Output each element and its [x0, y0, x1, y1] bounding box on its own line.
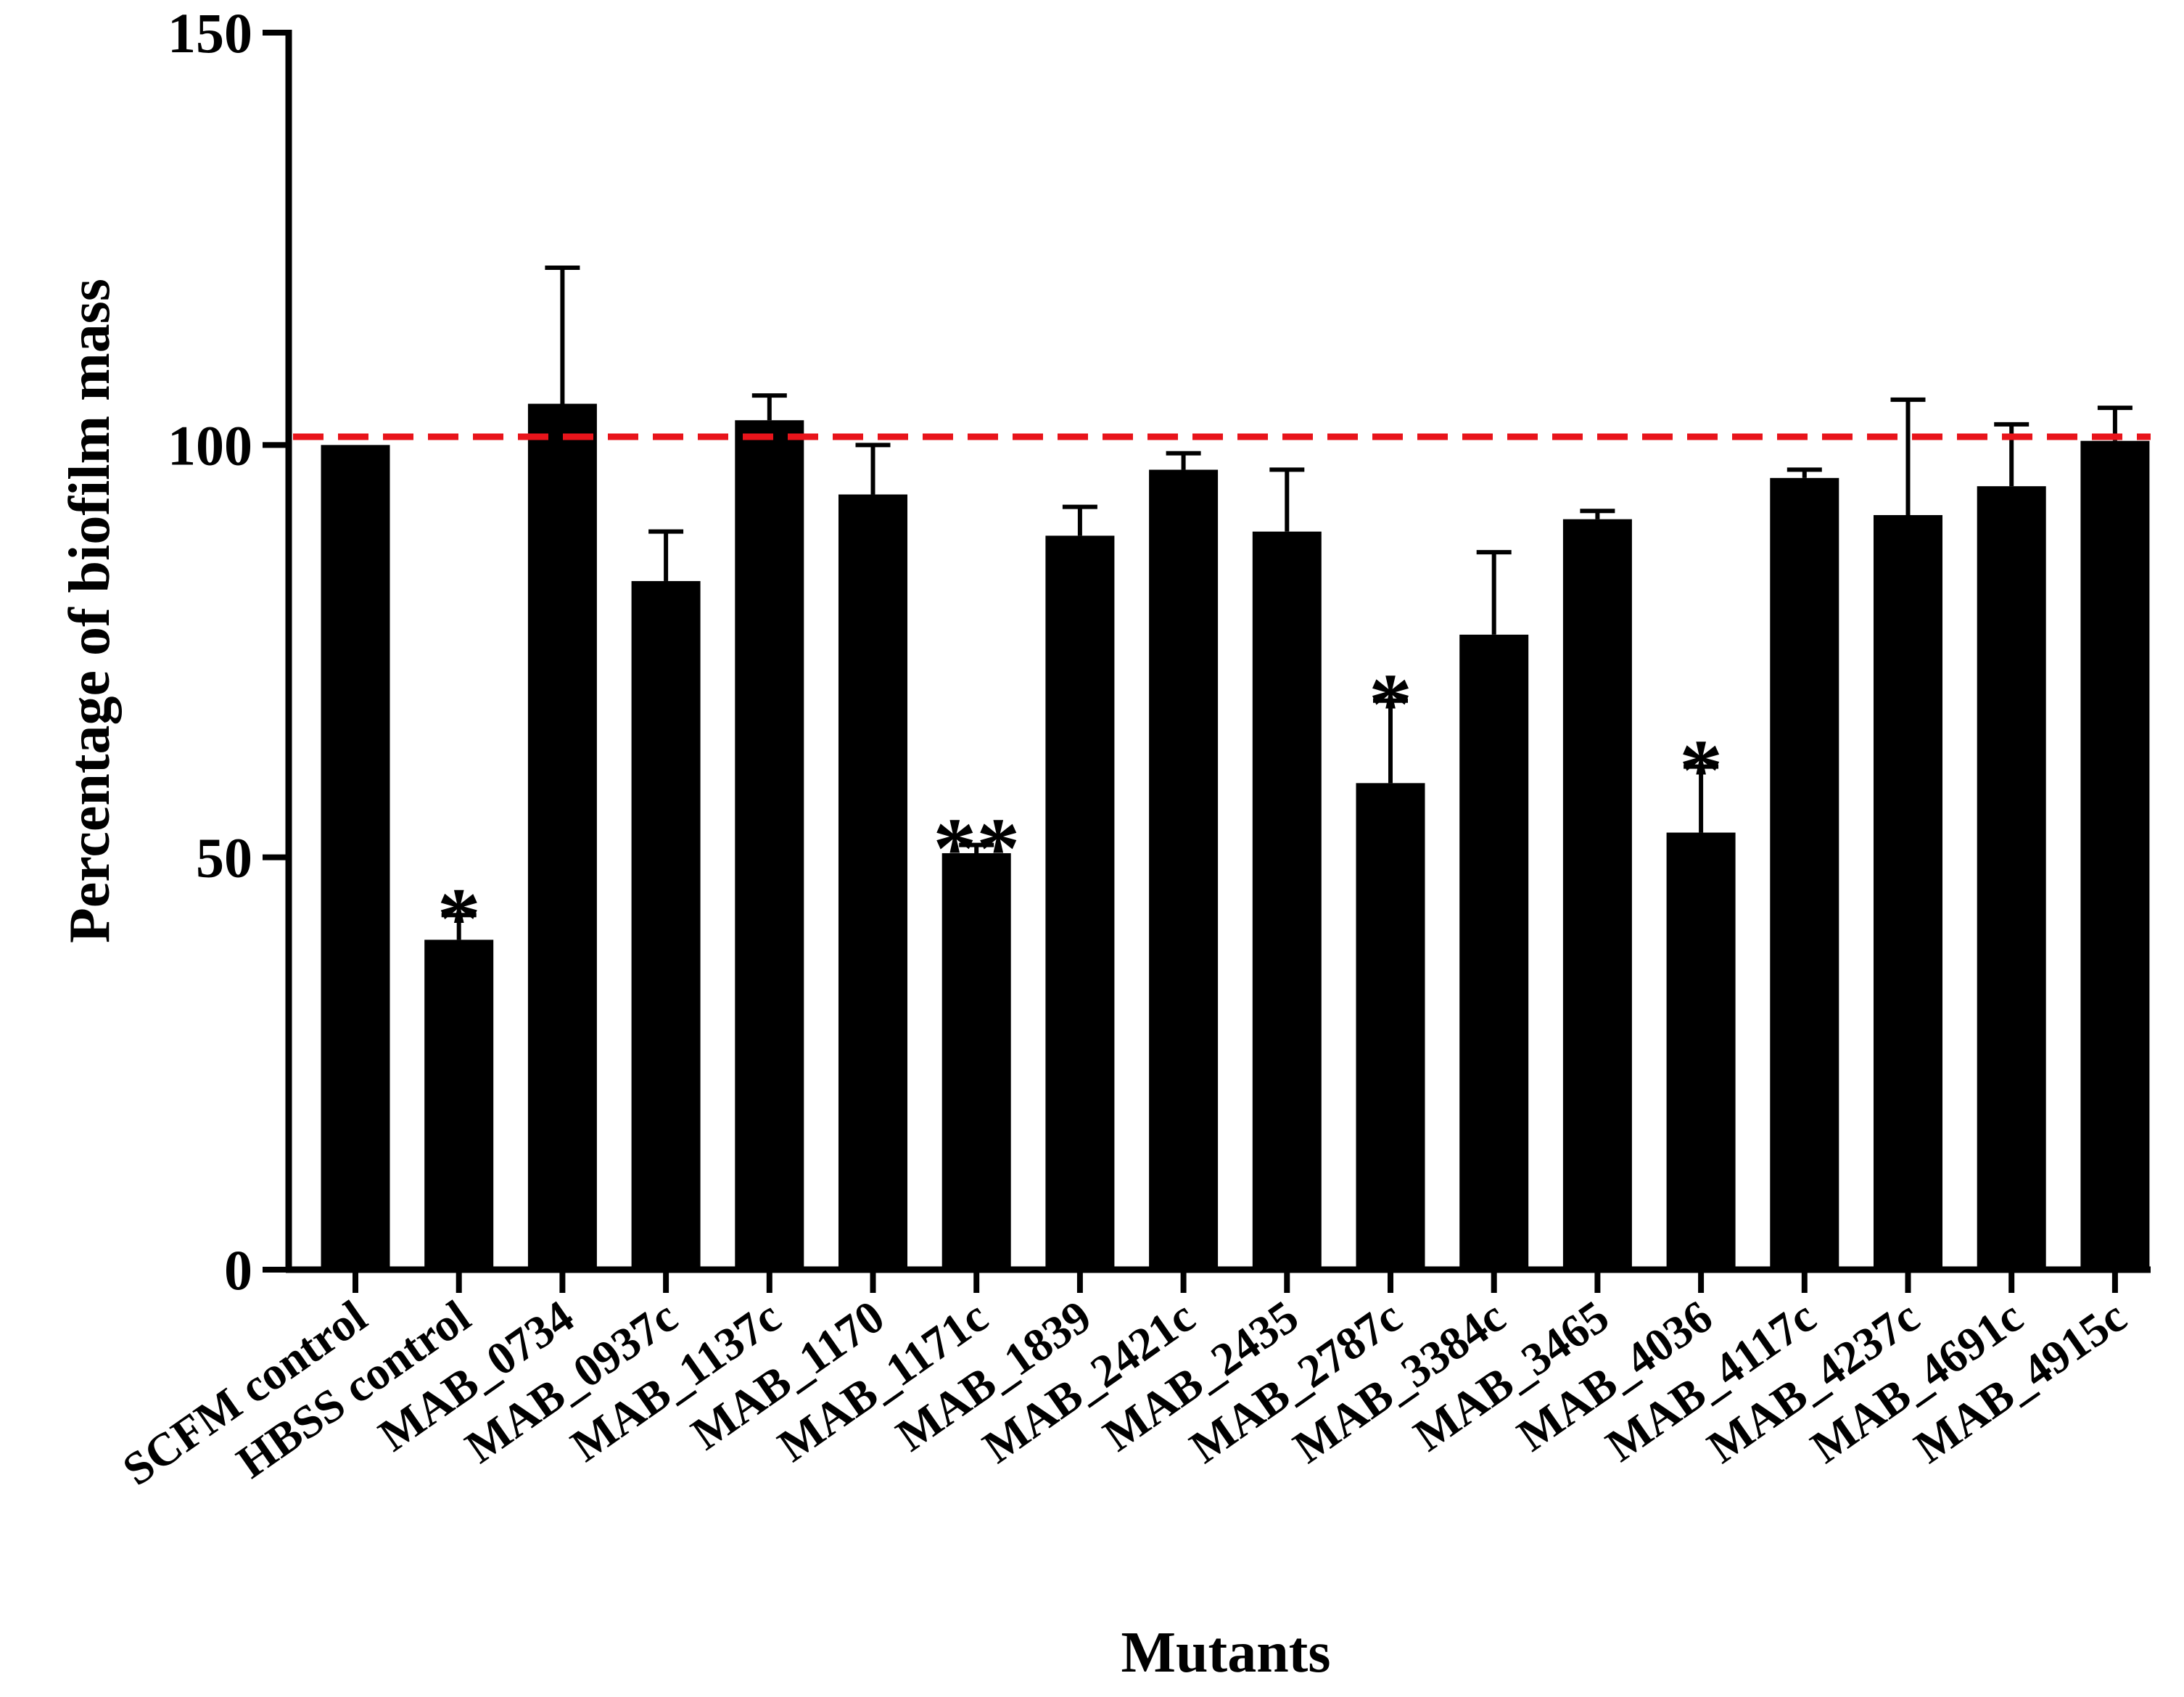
bar [424, 940, 494, 1270]
y-tick-label: 50 [196, 826, 252, 889]
bar [631, 580, 701, 1270]
bar [1045, 535, 1115, 1270]
bar [321, 445, 390, 1270]
bar [1977, 486, 2046, 1270]
bar [1356, 783, 1425, 1270]
bar [2080, 440, 2150, 1270]
bar [1666, 832, 1736, 1270]
significance-marker: * [1369, 656, 1412, 752]
bar [735, 420, 804, 1270]
y-tick-label: 150 [168, 1, 252, 65]
bars-layer [321, 403, 2150, 1270]
y-tick-label: 0 [224, 1238, 252, 1302]
axes-layer [263, 30, 2151, 1293]
error-bars-layer [441, 265, 2133, 940]
bar [838, 494, 907, 1270]
y-axis-title: Percentage of biofilm mass [58, 279, 122, 943]
bar [1459, 634, 1529, 1270]
x-axis-title: Mutants [1121, 1621, 1331, 1685]
bar [1149, 469, 1219, 1270]
bar [1252, 531, 1322, 1270]
bar [1770, 477, 1839, 1270]
significance-marker: * [437, 870, 481, 966]
bar [1562, 519, 1632, 1270]
significance-marker: * [1679, 722, 1723, 818]
significance-marker: ** [933, 800, 1020, 897]
bar [527, 403, 597, 1270]
y-tick-label: 100 [168, 414, 252, 477]
bar [941, 852, 1011, 1270]
bar [1874, 514, 1942, 1270]
